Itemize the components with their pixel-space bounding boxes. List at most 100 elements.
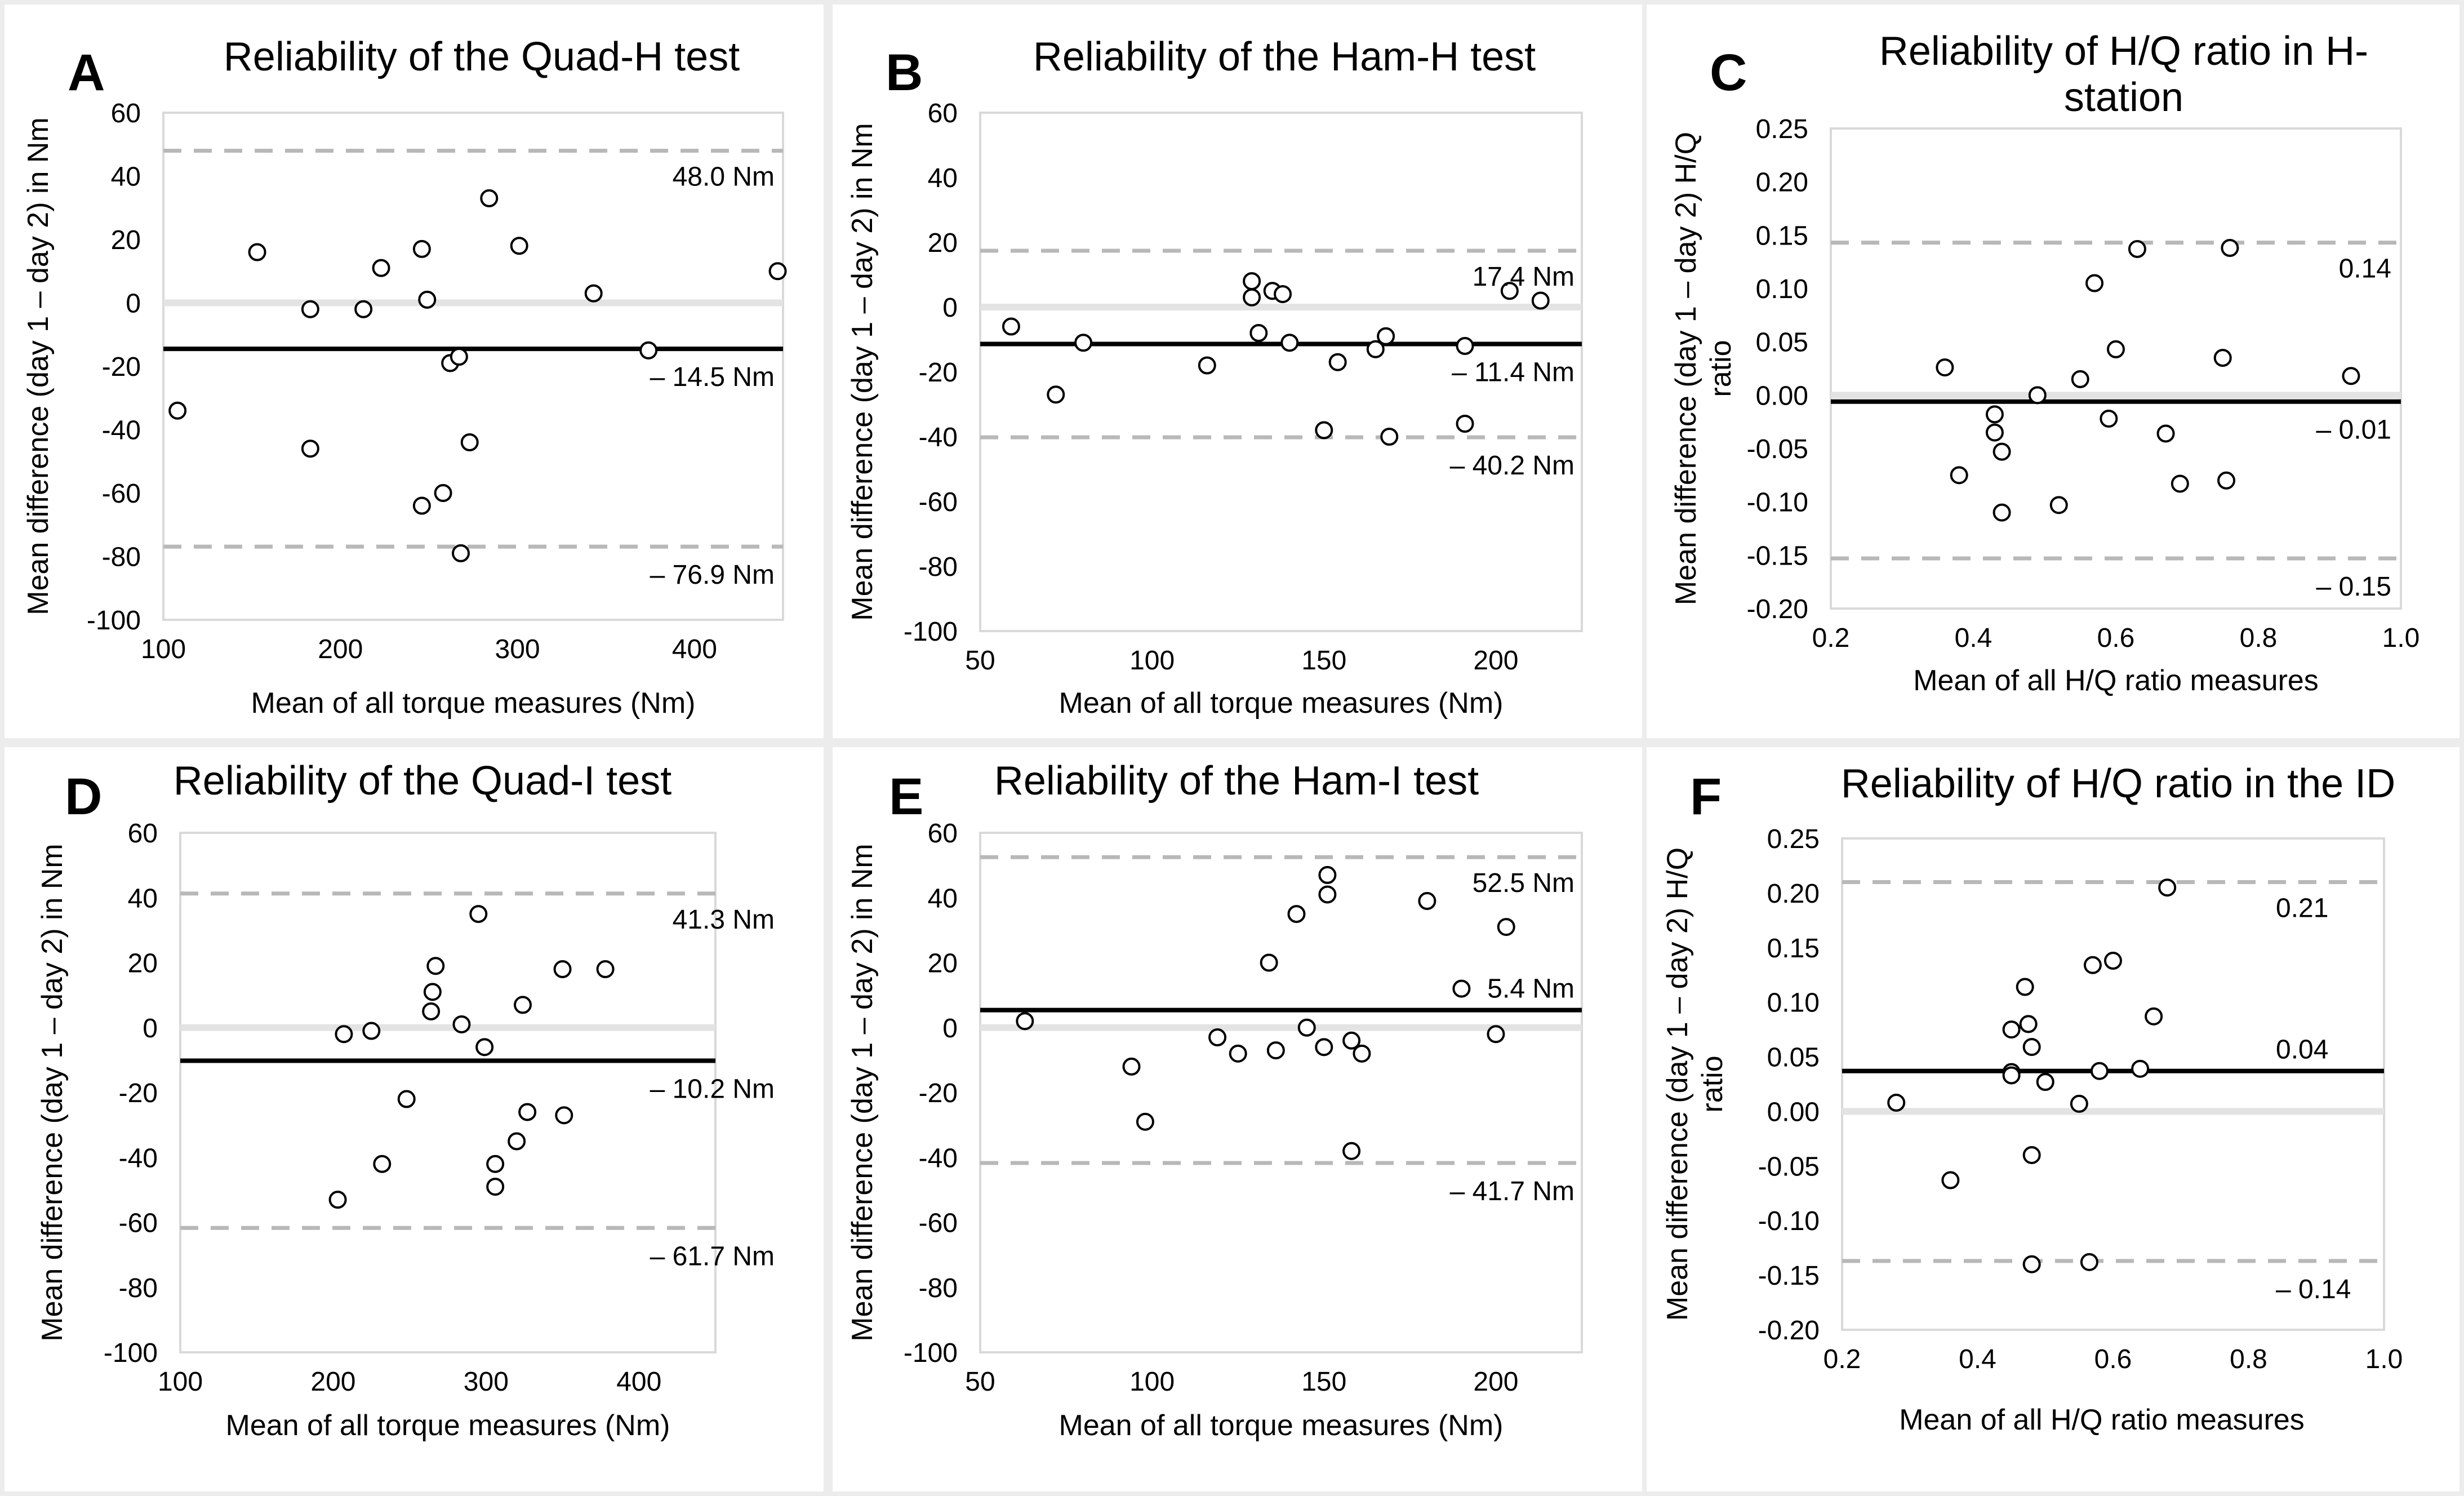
y-tick-label: -0.10: [1747, 488, 1808, 518]
data-point: [1985, 405, 2004, 424]
plot-area: [979, 112, 1583, 632]
data-point: [452, 1015, 471, 1033]
data-point: [2213, 349, 2232, 367]
data-point: [2090, 1062, 2109, 1080]
data-point: [373, 1155, 392, 1173]
y-axis-label: Mean difference (day 1 – day 2) in Nm: [846, 123, 879, 621]
y-tick-label: 0.00: [1767, 1097, 1820, 1127]
data-point: [480, 189, 499, 207]
x-axis-label: Mean of all torque measures (Nm): [226, 1409, 670, 1442]
data-point: [1992, 442, 2011, 461]
y-tick-label: -20: [119, 1078, 158, 1108]
y-tick-label: -0.15: [1747, 541, 1808, 571]
panel-background: [5, 5, 824, 738]
y-tick-label: 0: [143, 1014, 158, 1044]
mean-bias-label: – 0.01: [2316, 415, 2391, 445]
y-tick-label: -80: [919, 1273, 958, 1303]
y-tick-label: 0: [126, 289, 141, 319]
data-point: [1122, 1057, 1141, 1076]
data-point: [555, 1106, 573, 1125]
y-tick-label: -20: [102, 352, 141, 382]
data-point: [1992, 503, 2011, 522]
data-point: [423, 983, 442, 1001]
data-point: [1318, 865, 1337, 884]
data-point: [1531, 291, 1550, 310]
data-point: [486, 1178, 505, 1196]
data-point: [1229, 1044, 1247, 1063]
x-tick-label: 200: [1473, 646, 1518, 676]
mean-bias-label: – 14.5 Nm: [650, 362, 775, 392]
x-tick-label: 0.2: [1823, 1344, 1861, 1374]
data-point: [1950, 466, 1968, 485]
x-tick-label: 300: [495, 634, 540, 664]
data-point: [460, 433, 479, 451]
data-point: [2019, 1015, 2038, 1033]
x-tick-label: 1.0: [2365, 1344, 2403, 1374]
y-tick-label: 20: [928, 949, 958, 979]
y-tick-label: 60: [928, 99, 958, 128]
y-tick-label: -0.05: [1747, 434, 1808, 464]
lower-loa-label: – 76.9 Nm: [650, 560, 775, 590]
x-tick-label: 0.8: [2230, 1344, 2267, 1374]
y-tick-label: -60: [919, 1209, 958, 1238]
y-tick-label: -20: [919, 1078, 958, 1108]
data-point: [518, 1103, 537, 1121]
y-axis-label: Mean difference (day 1 – day 2) in Nm: [22, 117, 55, 615]
x-tick-label: 1.0: [2382, 623, 2420, 653]
panel-d: 41.3 Nm– 10.2 Nm– 61.7 Nm6040200-20-40-6…: [5, 747, 824, 1491]
plot-area: [162, 112, 784, 621]
x-tick-label: 0.6: [2094, 1344, 2132, 1374]
y-tick-label: -100: [904, 617, 958, 647]
panel-background: [1647, 5, 2459, 738]
data-point: [1198, 356, 1216, 375]
data-point: [335, 1025, 353, 1044]
panel-background: [1647, 747, 2459, 1491]
data-point: [2128, 239, 2146, 258]
x-tick-label: 150: [1301, 646, 1346, 676]
data-point: [2100, 409, 2118, 428]
x-tick-label: 100: [1129, 646, 1175, 676]
data-point: [596, 960, 615, 979]
data-point: [168, 401, 187, 420]
x-tick-label: 100: [141, 634, 186, 664]
data-point: [2131, 1059, 2150, 1078]
x-axis-label: Mean of all H/Q ratio measures: [1913, 664, 2319, 697]
panel-a: 48.0 Nm– 14.5 Nm– 76.9 Nm6040200-20-40-6…: [5, 5, 824, 738]
y-tick-label: -0.15: [1758, 1261, 1820, 1291]
y-tick-label: 0.10: [1756, 274, 1808, 304]
upper-loa-label: 0.14: [2339, 254, 2391, 284]
lower-loa-label: – 0.15: [2316, 572, 2391, 602]
data-point: [422, 1002, 441, 1020]
y-tick-label: 0.20: [1767, 879, 1820, 909]
data-point: [418, 290, 437, 309]
plot-area: [1830, 127, 2402, 610]
plot-area: [979, 832, 1583, 1353]
data-point: [412, 496, 431, 515]
data-point: [1377, 327, 1395, 345]
data-point: [1315, 421, 1333, 440]
data-point: [2221, 239, 2239, 258]
x-tick-label: 0.4: [1959, 1344, 1996, 1374]
data-point: [1366, 340, 1385, 358]
plot-area: [1841, 837, 2385, 1331]
panel-c: 0.14 – 0.01 – 0.15 0.25 0.20 0.15 0.10 0.05 0.00…: [1647, 5, 2459, 738]
y-tick-label: -100: [904, 1338, 958, 1368]
y-tick-label: -40: [119, 1143, 158, 1173]
y-tick-label: 40: [128, 884, 158, 913]
x-tick-label: 300: [464, 1367, 509, 1397]
x-tick-label: 200: [1473, 1367, 1518, 1397]
data-point: [486, 1155, 505, 1173]
panel-title: Reliability of H/Q ratio in the ID: [1841, 761, 2395, 806]
panel-letter: E: [889, 768, 923, 825]
data-point: [1280, 334, 1299, 352]
data-point: [553, 960, 572, 979]
data-point: [301, 440, 319, 458]
data-point: [1985, 423, 2004, 442]
data-point: [2217, 471, 2236, 490]
data-point: [1941, 1171, 1960, 1189]
data-point: [2107, 340, 2125, 358]
y-tick-label: 0.05: [1756, 328, 1808, 358]
data-point: [2036, 1073, 2054, 1091]
panel-title: Reliability of the Ham-H test: [1033, 34, 1536, 79]
data-point: [426, 957, 445, 975]
